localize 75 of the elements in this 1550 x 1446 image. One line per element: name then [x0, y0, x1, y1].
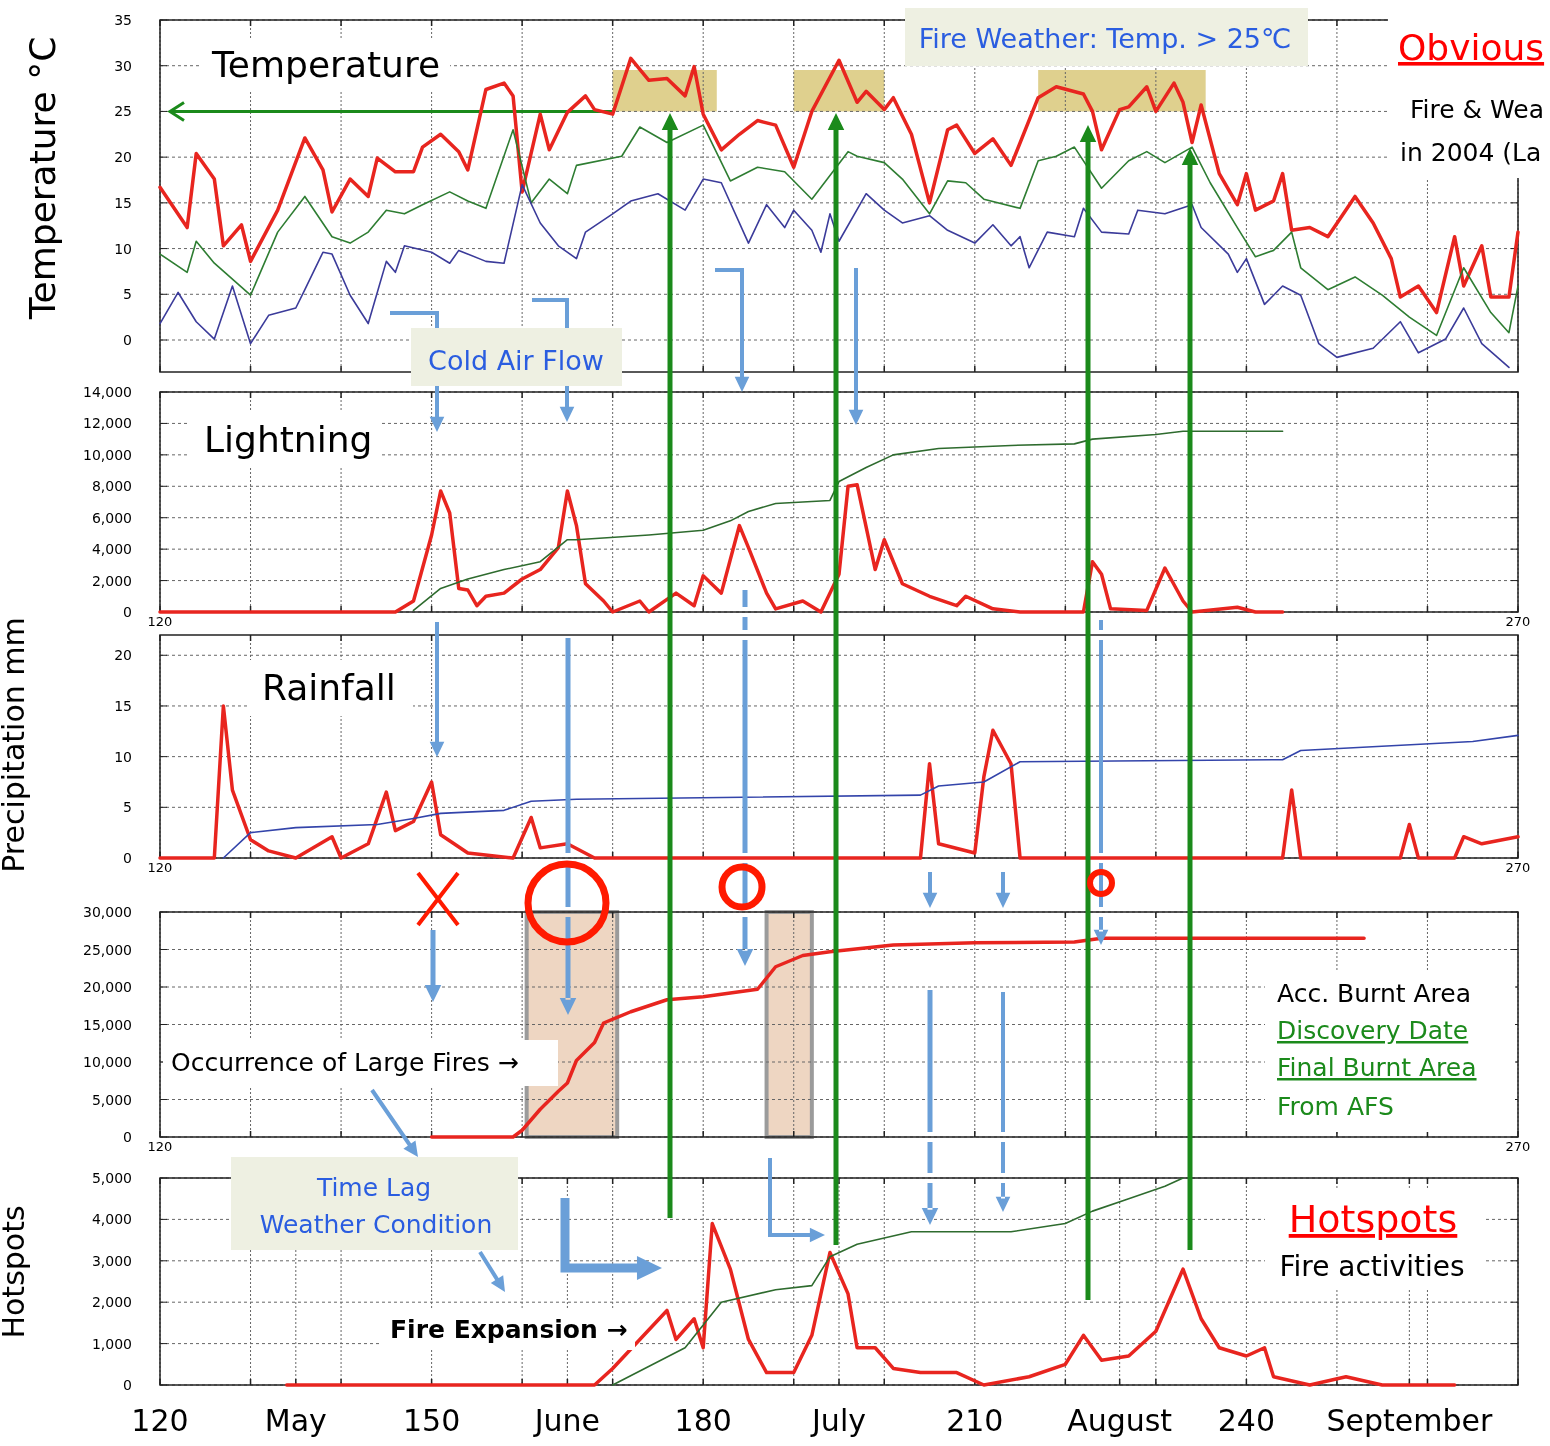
y-tick-label: 4,000 — [91, 1211, 132, 1228]
y-axis-title: Hotspots — [0, 1205, 31, 1339]
annotation: Rainfall — [262, 667, 396, 708]
annotation: Temperature — [211, 44, 441, 85]
line-series — [158, 482, 1285, 614]
y-tick-label: 5 — [123, 799, 132, 816]
x-tick-label: 270 — [1505, 1139, 1531, 1154]
x-tick-label: 120 — [131, 1403, 189, 1438]
annotation: Cold Air Flow — [428, 345, 604, 376]
annotation: Lightning — [204, 419, 373, 460]
annotation: Weather Condition — [259, 1210, 493, 1239]
y-tick-label: 30 — [114, 57, 132, 74]
y-tick-label: 0 — [123, 1129, 132, 1145]
y-tick-label: 15 — [114, 697, 132, 714]
y-tick-label: 14,000 — [83, 384, 132, 400]
x-tick-label: 240 — [1217, 1403, 1276, 1438]
y-tick-label: 10 — [114, 748, 132, 765]
annotation: Occurrence of Large Fires → — [171, 1048, 519, 1077]
x-tick-label: June — [532, 1403, 601, 1438]
annotation: From AFS — [1277, 1092, 1394, 1121]
annotation: Fire & Wea — [1410, 95, 1544, 124]
y-tick-label: 0 — [123, 850, 132, 866]
annotation: Fire Expansion → — [390, 1315, 628, 1344]
annotation: Fire activities — [1279, 1250, 1465, 1283]
y-tick-label: 5,000 — [91, 1091, 132, 1108]
y-tick-label: 0 — [123, 1377, 132, 1393]
x-tick-label: 270 — [1505, 614, 1531, 629]
x-tick-label: May — [264, 1403, 327, 1438]
y-tick-label: 0 — [123, 604, 132, 620]
x-tick-label: 210 — [946, 1403, 1004, 1438]
annotation: Fire Weather: Temp. > 25℃ — [918, 23, 1292, 54]
y-tick-label: 15 — [114, 194, 132, 211]
y-tick-label: 0 — [123, 332, 132, 348]
y-tick-label: 3,000 — [91, 1252, 132, 1269]
x-tick-label: 270 — [1505, 860, 1531, 875]
y-tick-label: 35 — [114, 12, 132, 28]
annotation: Time Lag — [315, 1173, 432, 1202]
x-tick-label: July — [810, 1403, 866, 1438]
y-tick-label: 10,000 — [83, 446, 132, 463]
y-tick-label: 25 — [114, 103, 132, 120]
x-tick-label: 180 — [674, 1403, 732, 1438]
y-tick-label: 25,000 — [83, 941, 132, 958]
x-tick-label: 120 — [147, 614, 173, 629]
y-tick-label: 10,000 — [83, 1054, 132, 1070]
x-tick-label: August — [1067, 1403, 1173, 1438]
x-tick-label: 120 — [147, 1139, 173, 1154]
line-series — [412, 430, 1284, 612]
annotation: Acc. Burnt Area — [1277, 979, 1472, 1008]
y-tick-label: 4,000 — [91, 541, 132, 558]
y-tick-label: 2,000 — [91, 572, 132, 589]
y-tick-label: 5,000 — [91, 1170, 132, 1186]
annotation: in 2004 (La — [1400, 138, 1542, 167]
line-series — [222, 734, 1519, 859]
annotation: Final Burnt Area — [1277, 1053, 1477, 1082]
x-tick-label: September — [1326, 1403, 1493, 1438]
annotation: Discovery Date — [1277, 1016, 1469, 1045]
y-tick-label: 2,000 — [91, 1294, 132, 1311]
y-tick-label: 6,000 — [91, 509, 132, 526]
y-axis-title: Temperature °C — [22, 36, 63, 321]
annotation: Hotspots — [1288, 1197, 1458, 1241]
y-tick-label: 20 — [114, 149, 132, 166]
y-tick-label: 1,000 — [91, 1335, 132, 1352]
y-tick-label: 12,000 — [83, 415, 132, 432]
y-tick-label: 30,000 — [83, 904, 132, 920]
annotation: Obvious — [1398, 27, 1545, 68]
y-tick-label: 15,000 — [83, 1016, 132, 1033]
y-tick-label: 20,000 — [83, 979, 132, 995]
y-tick-label: 20 — [114, 647, 132, 664]
y-axis-title: Precipitation mm — [0, 617, 31, 873]
y-tick-label: 10 — [114, 240, 132, 257]
line-series — [159, 178, 1510, 369]
y-tick-label: 5 — [123, 286, 132, 303]
x-tick-label: 150 — [402, 1403, 461, 1438]
x-tick-label: 120 — [147, 860, 173, 875]
y-tick-label: 8,000 — [91, 478, 132, 495]
